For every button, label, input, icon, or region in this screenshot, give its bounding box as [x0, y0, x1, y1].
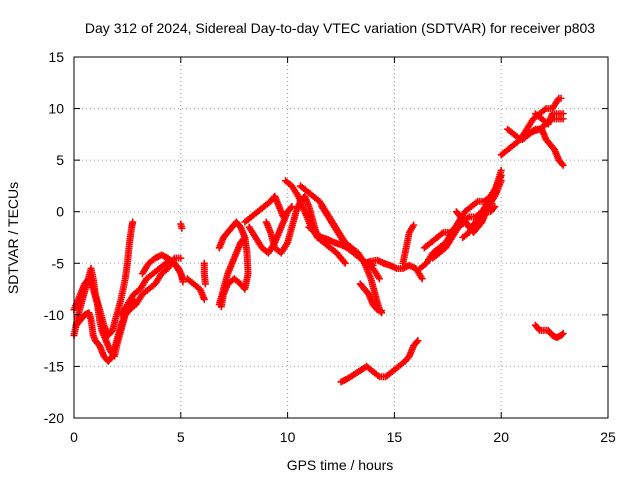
y-tick-label: 5 — [56, 152, 64, 168]
y-tick-label: -5 — [52, 255, 65, 271]
series-s32 — [531, 321, 567, 342]
y-tick-label: -10 — [44, 307, 64, 323]
x-tick-label: 25 — [600, 429, 616, 445]
y-axis-label: SDTVAR / TECUs — [5, 182, 21, 294]
data-points — [70, 94, 567, 386]
data-point — [414, 337, 422, 345]
data-point — [341, 259, 349, 267]
series-s31 — [531, 110, 567, 128]
series-s26 — [452, 203, 499, 236]
y-tick-label: 15 — [48, 49, 64, 65]
series-s20 — [360, 256, 426, 283]
data-point — [217, 303, 225, 311]
data-point — [418, 275, 426, 283]
x-tick-labels: 0 5 10 15 20 25 — [70, 429, 616, 445]
data-point — [177, 254, 185, 262]
axis-ticks — [73, 56, 609, 419]
y-tick-label: -20 — [44, 410, 64, 426]
x-tick-label: 5 — [177, 429, 185, 445]
x-tick-label: 10 — [280, 429, 296, 445]
data-point — [201, 280, 209, 288]
series-s22 — [337, 337, 422, 386]
series-s5 — [126, 254, 185, 314]
data-point — [558, 160, 566, 168]
series-s8 — [183, 275, 208, 303]
series-s12 — [241, 192, 287, 226]
x-axis-label: GPS time / hours — [287, 457, 394, 473]
series-s29 — [504, 94, 565, 144]
series-s27 — [459, 166, 505, 241]
series-s21 — [399, 221, 418, 267]
y-tick-label: 10 — [48, 101, 64, 117]
y-tick-label: 0 — [56, 204, 64, 220]
chart-title: Day 312 of 2024, Sidereal Day-to-day VTE… — [85, 20, 595, 36]
x-tick-label: 20 — [493, 429, 509, 445]
data-point — [535, 325, 543, 333]
data-point — [410, 221, 418, 229]
series-s6 — [138, 251, 187, 286]
data-point — [490, 204, 498, 212]
data-point — [491, 203, 499, 211]
data-point — [287, 204, 295, 212]
data-point — [340, 258, 348, 266]
series-s7 — [177, 220, 186, 232]
series-s11 — [215, 218, 252, 311]
data-point — [559, 110, 567, 118]
series-s30 — [519, 125, 567, 169]
series-s18 — [305, 223, 377, 269]
series-s9 — [200, 259, 209, 288]
data-point — [375, 275, 383, 283]
y-tick-label: -15 — [44, 358, 64, 374]
series-s19 — [356, 280, 386, 315]
y-tick-labels: -20 -15 -10 -5 0 5 10 15 — [44, 49, 64, 426]
data-point — [179, 278, 187, 286]
data-point — [558, 330, 566, 338]
plot-frame — [73, 56, 609, 419]
data-point — [288, 203, 296, 211]
data-point — [557, 94, 565, 102]
data-point — [200, 295, 208, 303]
data-point — [378, 307, 386, 315]
x-tick-label: 15 — [387, 429, 403, 445]
data-point — [178, 224, 186, 232]
data-point — [129, 218, 137, 226]
series-s13 — [245, 203, 296, 257]
data-point — [559, 329, 567, 337]
data-point — [413, 338, 421, 346]
x-tick-label: 0 — [70, 429, 78, 445]
data-point — [497, 166, 505, 174]
data-point — [559, 161, 567, 169]
